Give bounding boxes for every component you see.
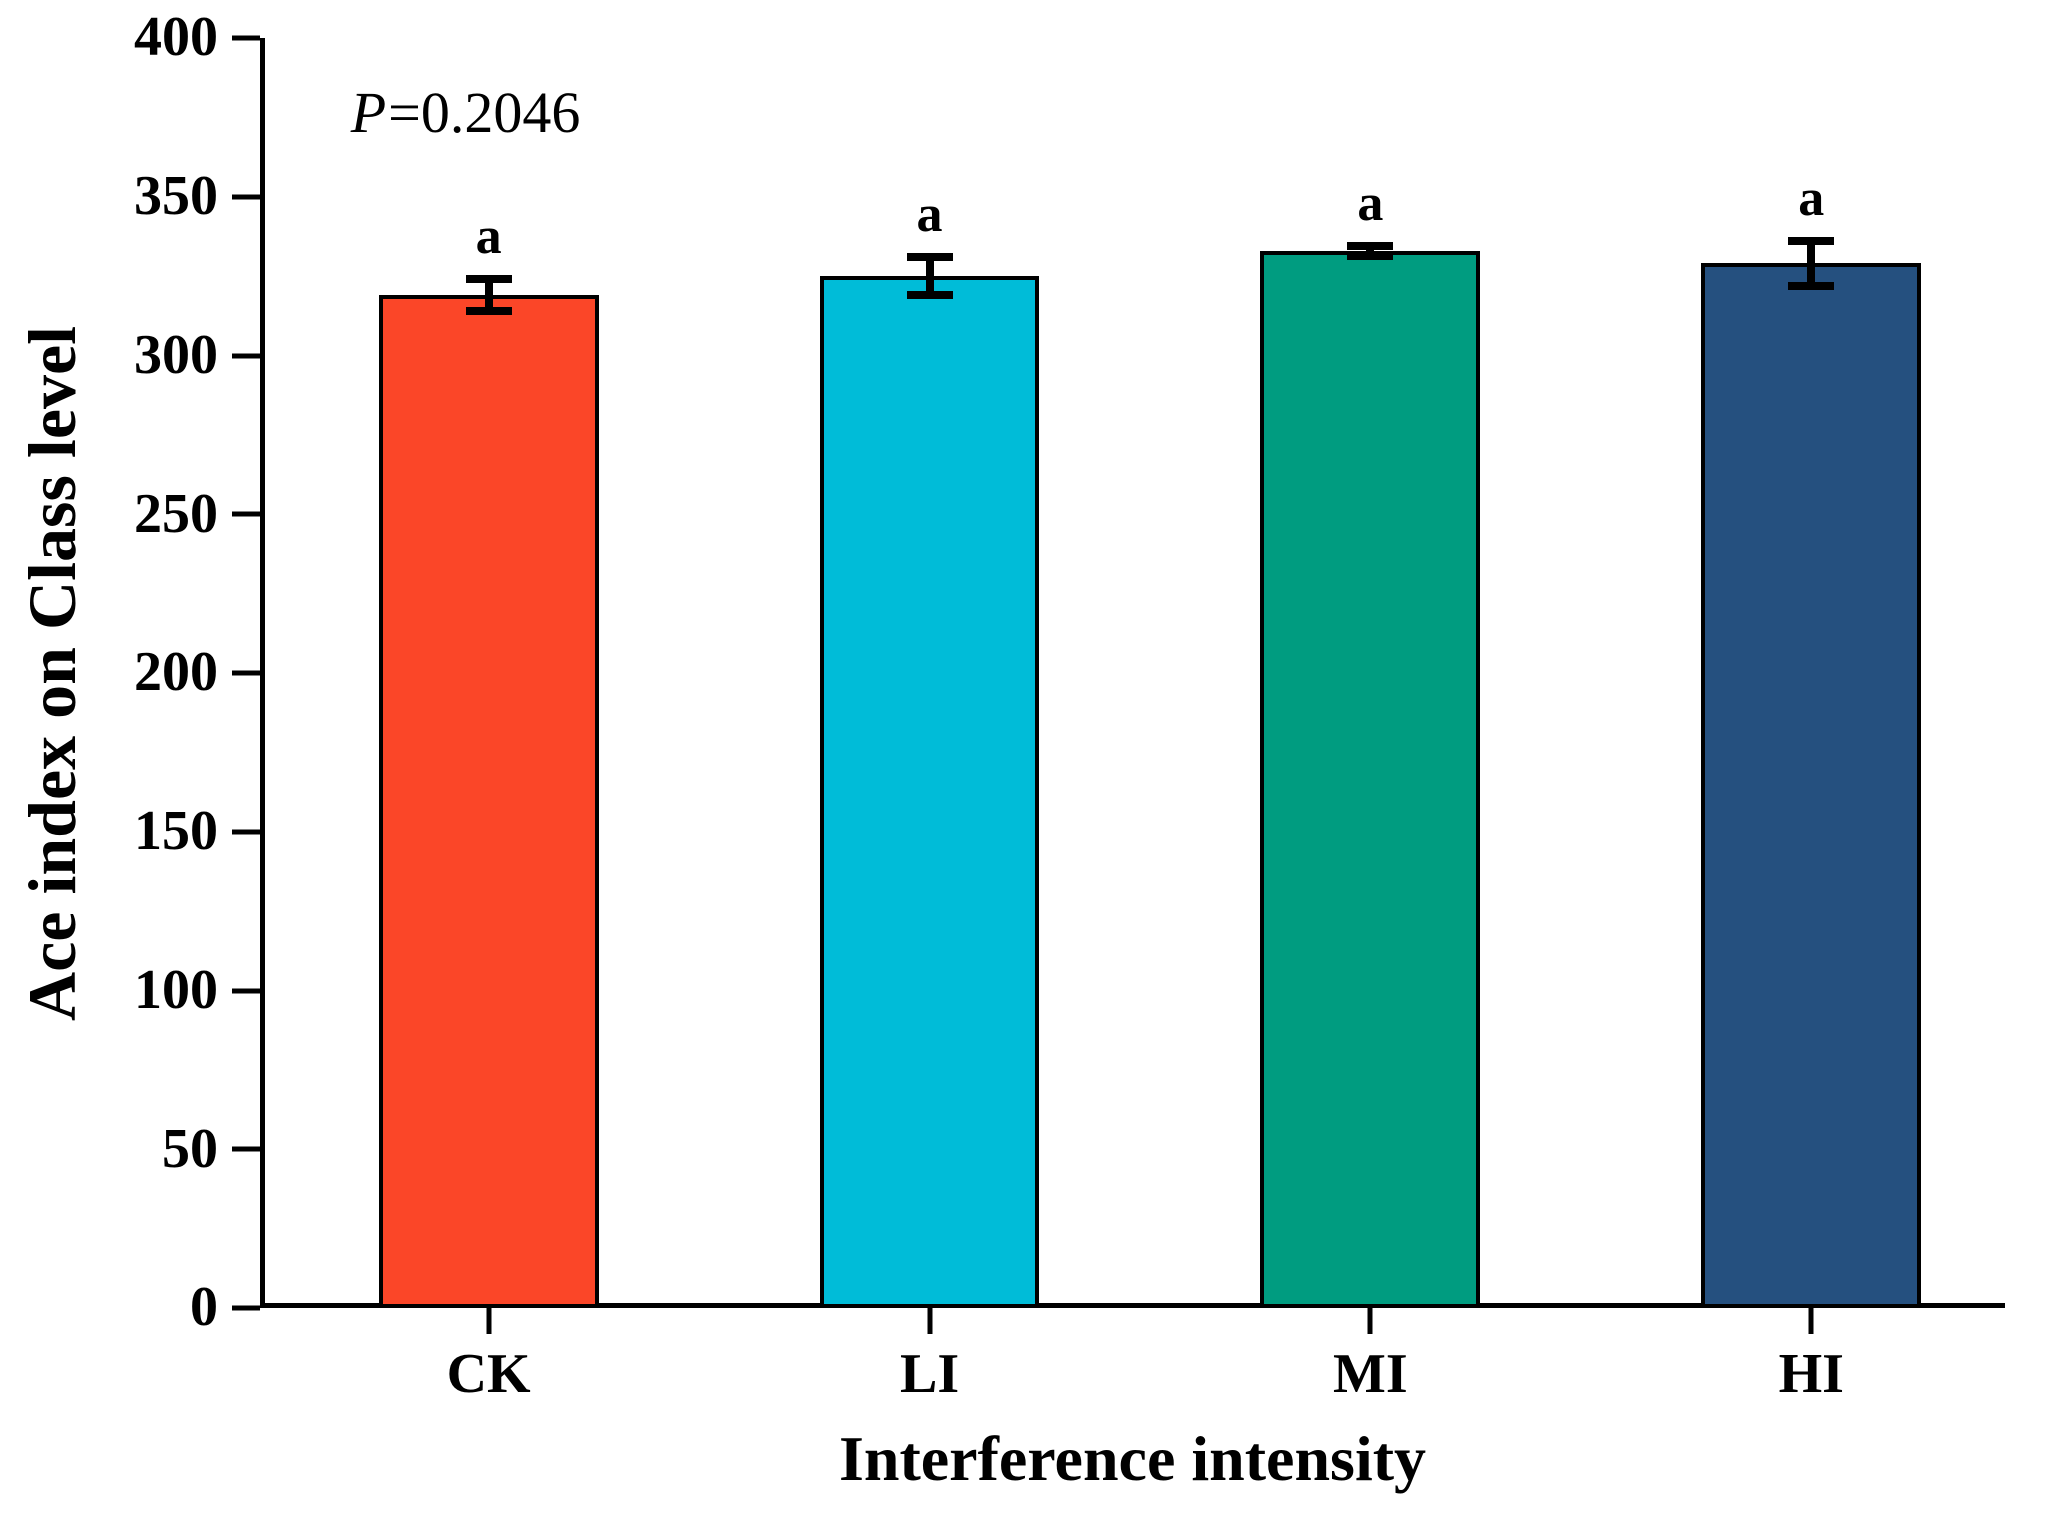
bar-mi	[1260, 250, 1481, 1308]
error-bar-cap-top	[465, 275, 512, 284]
x-axis-tick-label-li: LI	[899, 1343, 960, 1405]
error-bar-cap-bottom	[1347, 251, 1394, 260]
y-axis-tick	[232, 670, 260, 676]
error-bar-cap-top	[1788, 237, 1835, 246]
p-symbol: P	[350, 79, 387, 145]
sig-letter-mi: a	[1357, 174, 1384, 232]
y-axis-tick-label: 0	[190, 1276, 218, 1339]
y-axis-tick	[232, 194, 260, 200]
error-bar-hi	[1807, 241, 1816, 286]
y-axis-title: Ace index on Class level	[14, 325, 90, 1021]
x-axis-line	[260, 1303, 2005, 1308]
x-axis-tick	[1367, 1308, 1373, 1334]
x-axis-tick	[486, 1308, 492, 1334]
y-axis-tick-label: 200	[134, 641, 218, 704]
y-axis-tick	[232, 35, 260, 41]
x-axis-tick-label-hi: HI	[1778, 1343, 1844, 1405]
y-axis-tick	[232, 1305, 260, 1311]
x-axis-tick-label-ck: CK	[446, 1343, 531, 1405]
y-axis-tick-label: 400	[134, 6, 218, 69]
error-bar-cap-bottom	[465, 307, 512, 316]
p-value-annotation: P=0.2046	[351, 83, 581, 142]
sig-letter-li: a	[916, 186, 943, 244]
y-axis-line	[260, 38, 265, 1308]
error-bar-cap-top	[906, 253, 953, 262]
y-axis-tick	[232, 1146, 260, 1152]
y-axis-tick-label: 50	[162, 1117, 218, 1180]
x-axis-title: Interference intensity	[838, 1423, 1427, 1494]
error-bar-mi	[1366, 245, 1375, 256]
y-axis-tick	[232, 988, 260, 993]
bar-hi	[1701, 263, 1922, 1308]
error-bar-li	[925, 257, 934, 296]
sig-letter-ck: a	[475, 208, 502, 266]
y-axis-tick	[232, 511, 260, 517]
y-axis-tick-label: 150	[134, 799, 218, 862]
sig-letter-hi: a	[1798, 170, 1825, 228]
plot-area: P=0.2046 0 50 100 150 200 250 300 350 400 a CK a LI a…	[134, 9, 2005, 1402]
y-axis-tick-label: 100	[134, 958, 218, 1021]
y-axis-tick-label: 300	[134, 323, 218, 386]
bar-ck	[378, 295, 599, 1308]
error-bar-ck	[484, 279, 493, 312]
p-value-text: =0.2046	[388, 79, 581, 145]
error-bar-cap-top	[1347, 241, 1394, 250]
x-axis-tick	[1808, 1308, 1814, 1334]
y-axis-tick	[232, 353, 260, 358]
y-axis-tick-label: 250	[134, 482, 218, 545]
y-axis-tick-label: 350	[134, 164, 218, 227]
x-axis-tick-label-mi: MI	[1333, 1343, 1408, 1405]
error-bar-cap-bottom	[1788, 281, 1835, 290]
bar-li	[819, 276, 1040, 1308]
error-bar-cap-bottom	[906, 291, 953, 300]
y-axis-tick	[232, 829, 260, 835]
x-axis-tick	[927, 1308, 933, 1334]
